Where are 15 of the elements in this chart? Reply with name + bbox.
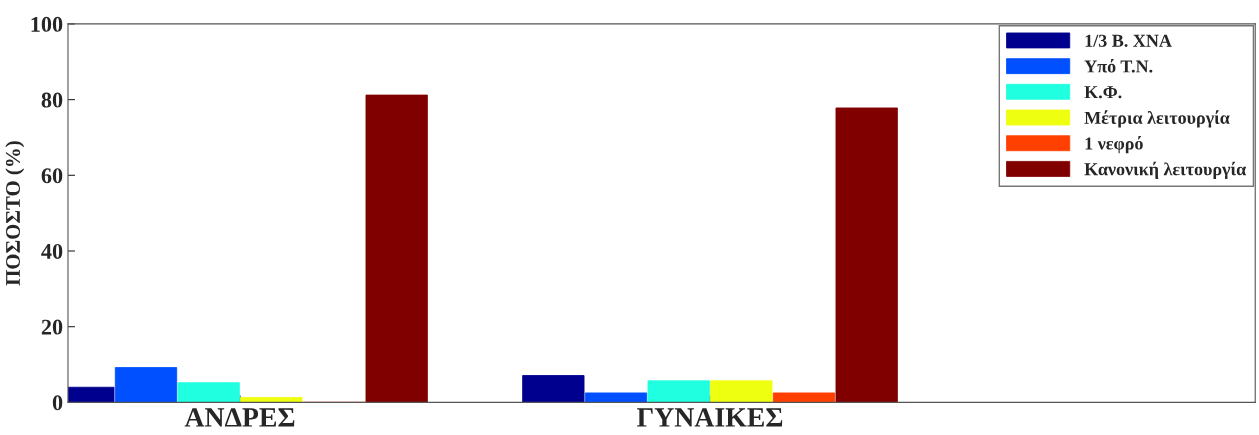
x-tick-label: ΑΝΔΡΕΣ [184, 408, 295, 427]
legend-label: Κανονική λειτουργία [1084, 161, 1247, 179]
y-axis-title: ΠΟΣΟΣΤΟ (%) [5, 141, 25, 286]
legend-label: Υπό Τ.Ν. [1084, 58, 1153, 73]
y-tick-label: 40 [41, 243, 63, 259]
legend-label: 1/3 Β. ΧΝΑ [1085, 34, 1172, 47]
y-tick-label: 100 [31, 16, 63, 32]
y-tick-label: 0 [52, 395, 63, 411]
legend-label: Κ.Φ. [1084, 86, 1122, 99]
y-tick-label: 20 [41, 319, 63, 335]
legend-label: 1 νεφρό [1085, 136, 1143, 154]
legend-label: Μέτρια λειτουργία [1084, 110, 1230, 128]
y-tick-label: 60 [41, 168, 63, 184]
y-tick-label: 80 [41, 92, 63, 108]
x-tick-label: ΓΥΝΑΙΚΕΣ [637, 408, 783, 427]
